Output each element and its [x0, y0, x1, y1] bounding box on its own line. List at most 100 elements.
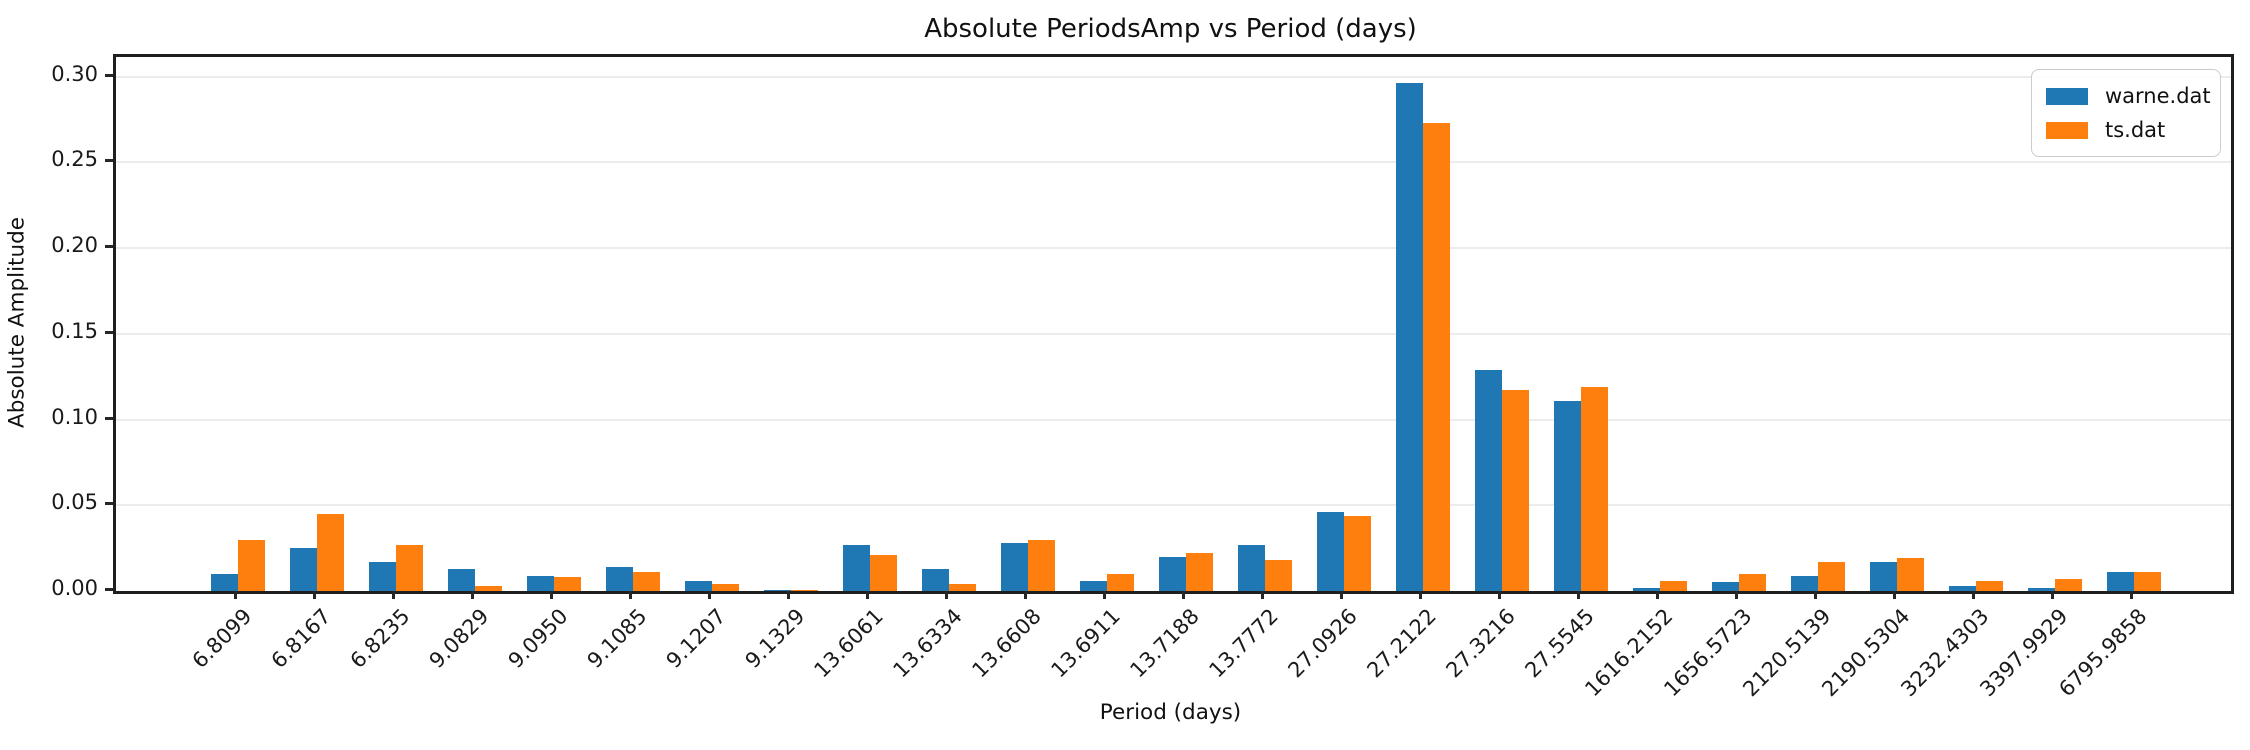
bar-ts-dat: [554, 577, 581, 591]
x-tick-mark: [708, 591, 711, 599]
x-tick-label: 27.0926: [1283, 604, 1362, 683]
x-tick-mark: [1498, 591, 1501, 599]
bar-ts-dat: [2055, 579, 2082, 591]
x-tick-mark: [234, 591, 237, 599]
x-tick-mark: [1972, 591, 1975, 599]
bar-ts-dat: [1502, 390, 1529, 591]
x-tick-mark: [550, 591, 553, 599]
x-tick-label: 9.1329: [740, 604, 809, 673]
x-tick-label: 27.5545: [1520, 604, 1599, 683]
bar-ts-dat: [2134, 572, 2161, 591]
x-tick-label: 13.6334: [888, 604, 967, 683]
legend-label: warne.dat: [2105, 84, 2211, 108]
x-tick-mark: [866, 591, 869, 599]
bar-warne-dat: [2107, 572, 2134, 591]
bar-warne-dat: [1949, 585, 1976, 591]
bar-warne-dat: [2028, 587, 2055, 591]
x-tick-label: 9.0950: [503, 604, 572, 673]
bar-ts-dat: [712, 584, 739, 591]
bar-ts-dat: [1818, 561, 1845, 591]
bar-warne-dat: [1791, 575, 1818, 591]
bar-warne-dat: [1238, 544, 1265, 591]
x-axis-label: Period (days): [1099, 700, 1242, 725]
x-tick-label: 9.0829: [424, 604, 493, 673]
gridline: [116, 418, 2231, 421]
y-tick-label: 0.05: [51, 490, 98, 515]
bar-ts-dat: [1739, 573, 1766, 591]
bar-warne-dat: [290, 548, 317, 591]
bar-warne-dat: [1870, 561, 1897, 591]
bar-ts-dat: [1265, 560, 1292, 591]
y-tick-mark: [105, 416, 113, 420]
x-tick-label: 6.8235: [345, 604, 414, 673]
bar-warne-dat: [1712, 582, 1739, 591]
y-tick-label: 0.15: [51, 318, 98, 343]
y-tick-mark: [105, 502, 113, 506]
bar-warne-dat: [1554, 400, 1581, 591]
bar-ts-dat: [870, 555, 897, 591]
y-tick-label: 0.25: [51, 147, 98, 172]
x-tick-mark: [1893, 591, 1896, 599]
bar-ts-dat: [949, 584, 976, 591]
x-tick-label: 13.6061: [809, 604, 888, 683]
legend-item: ts.dat: [2044, 113, 2208, 147]
legend-item: warne.dat: [2044, 79, 2211, 113]
y-tick-mark: [105, 330, 113, 334]
x-tick-mark: [2130, 591, 2133, 599]
x-tick-label: 6.8099: [187, 604, 256, 673]
x-tick-label: 6.8167: [266, 604, 335, 673]
bar-ts-dat: [475, 585, 502, 591]
x-tick-mark: [1103, 591, 1106, 599]
x-tick-label: 9.1085: [582, 604, 651, 673]
x-tick-label: 13.6608: [967, 604, 1046, 683]
y-tick-label: 0.20: [51, 233, 98, 258]
y-tick-label: 0.30: [51, 61, 98, 86]
gridline: [116, 332, 2231, 335]
bar-warne-dat: [1159, 556, 1186, 591]
bar-warne-dat: [448, 568, 475, 591]
bar-ts-dat: [1423, 122, 1450, 591]
y-tick-mark: [105, 73, 113, 77]
bar-warne-dat: [606, 567, 633, 591]
x-tick-mark: [1656, 591, 1659, 599]
bar-ts-dat: [396, 544, 423, 591]
x-tick-mark: [945, 591, 948, 599]
bar-warne-dat: [685, 580, 712, 591]
bar-ts-dat: [238, 539, 265, 591]
y-tick-mark: [105, 588, 113, 591]
x-tick-label: 13.6911: [1046, 604, 1125, 683]
bar-ts-dat: [1107, 573, 1134, 591]
x-tick-mark: [787, 591, 790, 599]
bar-warne-dat: [922, 568, 949, 591]
bar-ts-dat: [1028, 539, 1055, 591]
x-tick-mark: [1419, 591, 1422, 599]
x-tick-mark: [471, 591, 474, 599]
y-tick-label: 0.10: [51, 404, 98, 429]
gridline: [116, 247, 2231, 250]
x-tick-mark: [1577, 591, 1580, 599]
bar-warne-dat: [1317, 512, 1344, 591]
chart-title: Absolute PeriodsAmp vs Period (days): [924, 14, 1417, 44]
y-tick-mark: [105, 159, 113, 163]
legend-label: ts.dat: [2105, 118, 2166, 142]
bar-ts-dat: [633, 572, 660, 591]
bar-warne-dat: [1633, 587, 1660, 591]
x-tick-mark: [1261, 591, 1264, 599]
bar-ts-dat: [1581, 386, 1608, 591]
legend-swatch: [2046, 87, 2088, 105]
bar-ts-dat: [1186, 553, 1213, 591]
bar-ts-dat: [791, 590, 818, 591]
bar-warne-dat: [764, 590, 791, 591]
x-tick-label: 27.3216: [1441, 604, 1520, 683]
plot-area: warne.dat ts.dat: [113, 54, 2234, 594]
x-tick-label: 9.1207: [661, 604, 730, 673]
bar-ts-dat: [1897, 558, 1924, 591]
x-tick-mark: [313, 591, 316, 599]
bar-ts-dat: [1660, 580, 1687, 591]
x-tick-mark: [1024, 591, 1027, 599]
bar-ts-dat: [317, 513, 344, 591]
bar-warne-dat: [1396, 83, 1423, 591]
bar-warne-dat: [1475, 369, 1502, 591]
bar-warne-dat: [211, 573, 238, 591]
x-tick-mark: [1340, 591, 1343, 599]
